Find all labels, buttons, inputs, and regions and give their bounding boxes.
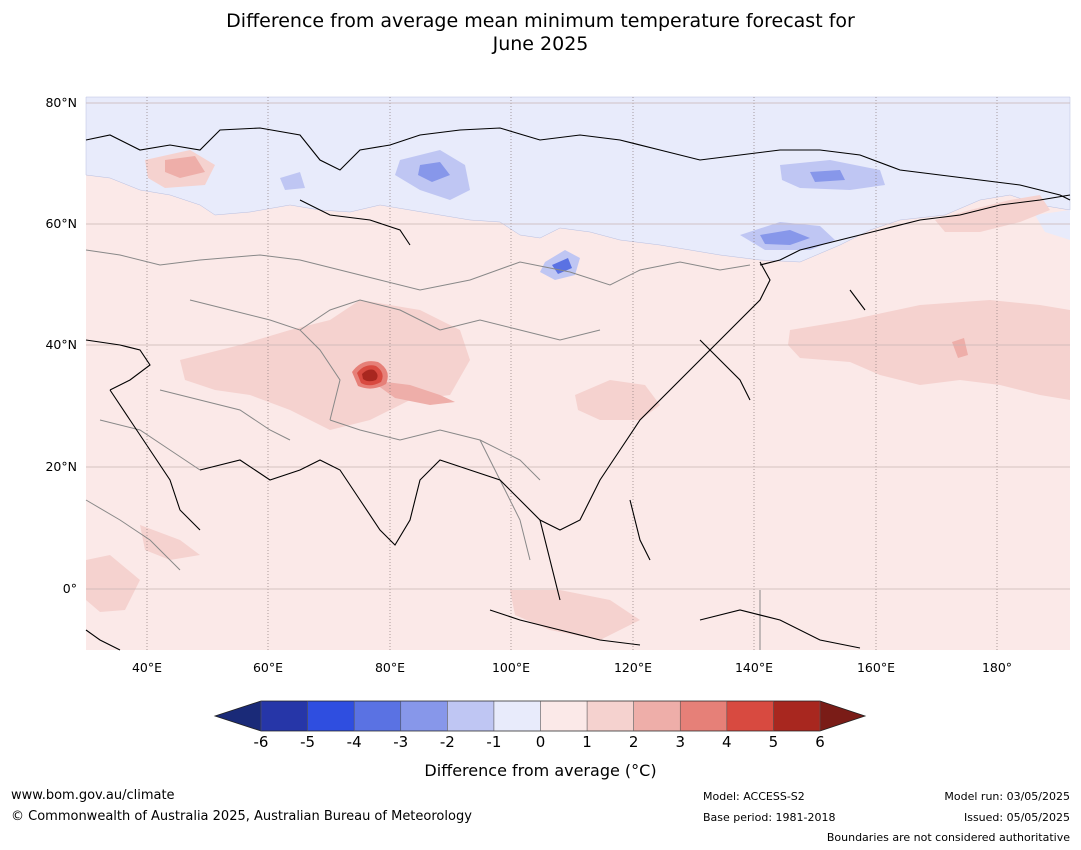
map-title: Difference from average mean minimum tem…: [0, 10, 1081, 56]
colorbar-segment: [400, 701, 448, 731]
colorbar-segment: [447, 701, 495, 731]
colorbar-tick: 1: [582, 733, 592, 751]
footer-model: Model: ACCESS-S2: [703, 790, 805, 803]
colorbar-segment: [633, 701, 681, 731]
colorbar-tick: 6: [815, 733, 825, 751]
colorbar-tick: -6: [253, 733, 269, 751]
lon-label-140e: 140°E: [734, 660, 773, 675]
warm-patch-pacific: [788, 300, 1070, 400]
cool-core-8: [552, 258, 572, 274]
colorbar-tick: -1: [486, 733, 502, 751]
lat-label-40n: 40°N: [45, 337, 77, 352]
colorbar-segment: [773, 701, 821, 731]
colorbar-segment: [261, 701, 308, 731]
colorbar-label: Difference from average (°C): [424, 761, 657, 780]
country-boundaries: [85, 249, 761, 650]
warm-core-scandinavia: [165, 156, 205, 178]
footer-copyright: © Commonwealth of Australia 2025, Austra…: [11, 809, 472, 824]
lat-label-80n: 80°N: [45, 95, 77, 110]
title-line-2: June 2025: [492, 33, 589, 55]
warm-patch-china: [575, 380, 660, 420]
colorbar-tick: 5: [768, 733, 779, 751]
lat-label-equator: 0°: [62, 581, 77, 596]
warm-patch-arabia: [140, 525, 200, 560]
warm-patch-east-siberia: [935, 195, 1050, 232]
cool-anomaly-north: [85, 96, 1071, 263]
lon-label-180: 180°: [981, 660, 1013, 675]
warm-patch-africa: [86, 555, 140, 612]
warm-core-tibet: [370, 380, 455, 405]
warm-core-pacific: [952, 338, 968, 358]
colorbar-tick: -5: [300, 733, 316, 751]
colorbar-tick: -3: [393, 733, 409, 751]
colorbar-segment: [493, 701, 541, 731]
colorbar-over-arrow: [820, 701, 865, 731]
colorbar: [213, 700, 867, 732]
colorbar-under-arrow: [215, 701, 261, 731]
footer-model-run: Model run: 03/05/2025: [944, 790, 1070, 803]
cool-core-2: [418, 162, 450, 182]
lon-label-120e: 120°E: [613, 660, 652, 675]
title-line-1: Difference from average mean minimum tem…: [226, 10, 855, 32]
footer-base-period: Base period: 1981-2018: [703, 811, 836, 824]
colorbar-tick: 3: [675, 733, 686, 751]
colorbar-segment: [540, 701, 588, 731]
warm-patch-indonesia: [510, 590, 640, 640]
lon-label-40e: 40°E: [131, 660, 163, 675]
colorbar-tick: -2: [439, 733, 455, 751]
footer-url[interactable]: www.bom.gov.au/climate: [11, 788, 175, 803]
lon-label-60e: 60°E: [252, 660, 284, 675]
colorbar-segment: [680, 701, 728, 731]
colorbar-tick: 2: [628, 733, 639, 751]
colorbar-tick: 4: [722, 733, 732, 751]
cool-core-6: [760, 230, 810, 245]
lon-label-100e: 100°E: [491, 660, 530, 675]
colorbar-tick: 0: [535, 733, 546, 751]
colorbar-segment: [307, 701, 355, 731]
lon-label-160e: 160°E: [856, 660, 895, 675]
cool-core-9: [280, 172, 305, 190]
lat-label-20n: 20°N: [45, 459, 77, 474]
cool-anomaly-east: [1035, 210, 1070, 240]
colorbar-segment: [587, 701, 634, 731]
coastlines: [85, 127, 1071, 651]
graticule: [146, 97, 998, 650]
colorbar-segment: [354, 701, 402, 731]
footer-disclaimer: Boundaries are not considered authoritat…: [826, 831, 1070, 844]
colorbar-segment: [726, 701, 774, 731]
lon-label-80e: 80°E: [374, 660, 406, 675]
warm-hotspot-core: [362, 369, 378, 382]
graticule-lat: [86, 102, 1070, 590]
cool-core-4: [810, 170, 845, 182]
footer-issued: Issued: 05/05/2025: [963, 811, 1070, 824]
colorbar-tick: -4: [346, 733, 362, 751]
lat-label-60n: 60°N: [45, 216, 77, 231]
